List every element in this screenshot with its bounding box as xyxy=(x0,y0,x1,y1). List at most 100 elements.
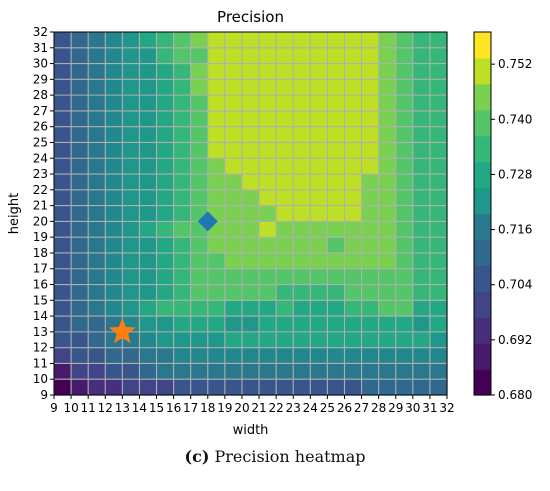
heatmap-cell xyxy=(361,142,380,159)
heatmap-cell xyxy=(327,268,346,286)
heatmap-cell xyxy=(105,237,123,254)
x-tick-label: 24 xyxy=(303,401,318,415)
heatmap-cell xyxy=(412,63,431,80)
heatmap-cell xyxy=(105,63,123,80)
heatmap-cell xyxy=(190,158,209,175)
heatmap-cell xyxy=(412,347,431,365)
heatmap-cell xyxy=(412,363,431,380)
heatmap-cell xyxy=(378,379,397,396)
heatmap-cell xyxy=(344,205,363,222)
heatmap-cell xyxy=(71,205,89,222)
heatmap-cell xyxy=(173,379,192,396)
heatmap-cell xyxy=(412,316,431,333)
heatmap-cell xyxy=(190,284,209,301)
heatmap-cell xyxy=(122,32,141,49)
heatmap-cell xyxy=(276,142,294,159)
heatmap-cell xyxy=(139,300,158,317)
heatmap-cell xyxy=(207,347,226,365)
heatmap-cell xyxy=(276,316,294,333)
heatmap-cell xyxy=(88,252,106,270)
heatmap-cell xyxy=(156,158,175,175)
heatmap-cell xyxy=(241,268,260,286)
heatmap-cell xyxy=(190,174,209,191)
heatmap-cell xyxy=(105,126,123,144)
heatmap-cell xyxy=(139,252,158,270)
heatmap-cell xyxy=(241,95,260,112)
heatmap-cell xyxy=(310,331,328,349)
heatmap-cell xyxy=(259,95,277,112)
heatmap-cell xyxy=(207,252,226,270)
heatmap-cell xyxy=(122,379,141,396)
heatmap-cell xyxy=(105,189,123,207)
heatmap-cell xyxy=(190,142,209,159)
heatmap-cell xyxy=(71,284,89,301)
heatmap-cell xyxy=(395,110,414,128)
heatmap-cell xyxy=(88,379,106,396)
colorbar-band xyxy=(474,213,491,241)
heatmap-cell xyxy=(395,316,414,333)
heatmap-cell xyxy=(344,237,363,254)
heatmap-cell xyxy=(139,47,158,65)
heatmap-cell xyxy=(429,63,448,80)
heatmap-cell xyxy=(224,363,243,380)
heatmap-cell xyxy=(139,284,158,301)
heatmap-cell xyxy=(310,110,328,128)
heatmap-cell xyxy=(190,110,209,128)
heatmap-cell xyxy=(361,221,380,238)
heatmap-cell xyxy=(190,268,209,286)
heatmap-cell xyxy=(259,379,277,396)
heatmap-cell xyxy=(241,379,260,396)
heatmap-cell xyxy=(173,158,192,175)
heatmap-cell xyxy=(344,95,363,112)
x-tick-label: 26 xyxy=(337,401,352,415)
heatmap-cell xyxy=(173,347,192,365)
heatmap-cell xyxy=(105,32,123,49)
heatmap-cell xyxy=(276,284,294,301)
heatmap-cell xyxy=(173,363,192,380)
heatmap-cell xyxy=(344,284,363,301)
heatmap-cell xyxy=(344,300,363,317)
heatmap-cell xyxy=(259,221,277,238)
heatmap-cell xyxy=(344,110,363,128)
heatmap-cell xyxy=(122,268,141,286)
heatmap-cells xyxy=(54,32,448,396)
heatmap-cell xyxy=(156,221,175,238)
heatmap-cell xyxy=(173,32,192,49)
heatmap-cell xyxy=(378,268,397,286)
heatmap-cell xyxy=(105,110,123,128)
heatmap-cell xyxy=(429,331,448,349)
colorbar-tick-label: 0.692 xyxy=(498,333,532,347)
heatmap-cell xyxy=(71,221,89,238)
heatmap-cell xyxy=(327,363,346,380)
heatmap-cell xyxy=(88,189,106,207)
colorbar-band xyxy=(474,135,491,163)
heatmap-cell xyxy=(395,158,414,175)
heatmap-cell xyxy=(310,300,328,317)
heatmap-cell xyxy=(122,284,141,301)
heatmap-cell xyxy=(54,95,72,112)
heatmap-cell xyxy=(54,126,72,144)
heatmap-cell xyxy=(259,205,277,222)
heatmap-cell xyxy=(156,205,175,222)
heatmap-cell xyxy=(224,63,243,80)
colorbar-band xyxy=(474,109,491,137)
heatmap-cell xyxy=(241,79,260,96)
heatmap-cell xyxy=(293,205,311,222)
heatmap-cell xyxy=(310,79,328,96)
heatmap-cell xyxy=(327,142,346,159)
heatmap-cell xyxy=(327,79,346,96)
heatmap-cell xyxy=(224,189,243,207)
heatmap-cell xyxy=(54,189,72,207)
heatmap-cell xyxy=(105,174,123,191)
colorbar-tick-label: 0.740 xyxy=(498,112,532,126)
heatmap-cell xyxy=(310,363,328,380)
heatmap-cell xyxy=(122,300,141,317)
heatmap-cell xyxy=(207,126,226,144)
heatmap-cell xyxy=(88,316,106,333)
heatmap-cell xyxy=(327,158,346,175)
heatmap-cell xyxy=(156,347,175,365)
heatmap-cell xyxy=(54,47,72,65)
heatmap-cell xyxy=(71,252,89,270)
heatmap-cell xyxy=(395,95,414,112)
y-tick-label: 26 xyxy=(33,120,48,134)
